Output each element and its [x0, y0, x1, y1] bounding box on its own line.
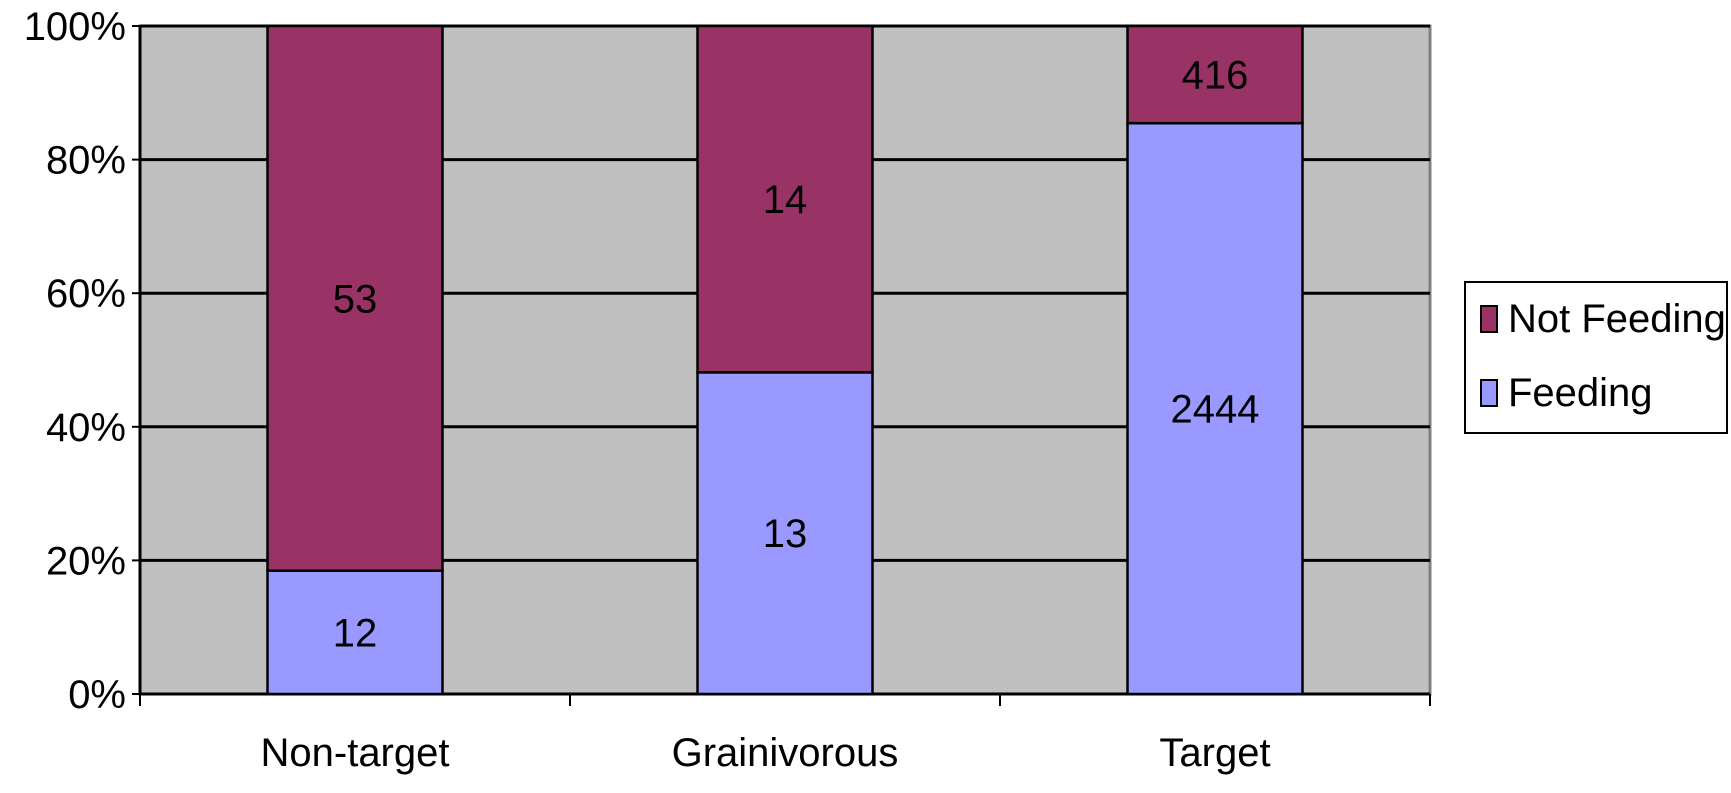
legend-label-feeding: Feeding [1508, 370, 1653, 415]
legend-swatch-not-feeding [1480, 305, 1498, 333]
data-label: 2444 [1171, 388, 1260, 432]
legend-item-feeding: Feeding [1480, 370, 1653, 415]
legend-swatch-feeding [1480, 379, 1498, 407]
legend: Not Feeding Feeding [1464, 281, 1728, 434]
bar-segment-feeding [266, 569, 444, 696]
data-label: 12 [333, 611, 378, 655]
legend-label-not-feeding: Not Feeding [1508, 296, 1726, 341]
y-tick-label: 40% [46, 406, 126, 450]
x-tick-label: Target [1159, 731, 1270, 775]
bar-segment-feeding [1126, 121, 1304, 696]
bar-segment-not-feeding [266, 24, 444, 572]
data-label: 13 [763, 512, 808, 556]
data-label: 53 [333, 277, 378, 321]
y-tick-label: 80% [46, 139, 126, 183]
y-tick-label: 0% [68, 673, 126, 717]
data-label: 14 [763, 178, 808, 222]
bar-segment-not-feeding [1126, 24, 1304, 125]
y-tick-label: 60% [46, 272, 126, 316]
x-tick-label: Non-target [261, 731, 450, 775]
bar-segment-feeding [696, 371, 874, 696]
y-tick-label: 20% [46, 539, 126, 583]
bar-segment-not-feeding [696, 24, 874, 374]
data-label: 416 [1182, 54, 1249, 98]
x-tick-label: Grainivorous [672, 731, 899, 775]
y-tick-label: 100% [24, 5, 126, 49]
legend-item-not-feeding: Not Feeding [1480, 296, 1726, 341]
